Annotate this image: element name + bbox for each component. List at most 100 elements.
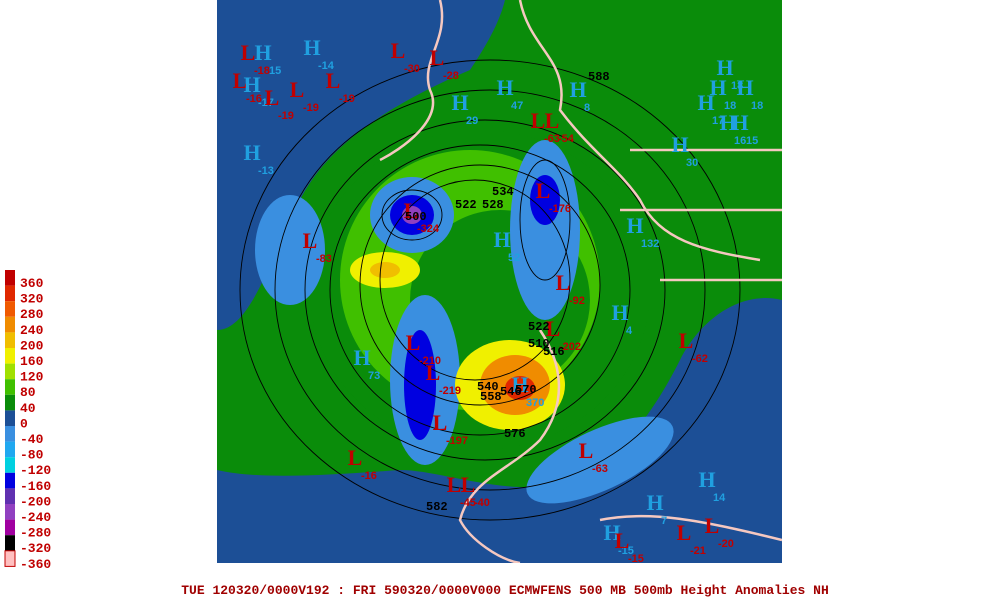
pressure-symbol: H [303, 35, 320, 60]
anomaly-value: 15 [269, 65, 281, 77]
map-shape [510, 140, 580, 320]
anomaly-value: 18 [731, 80, 743, 92]
pressure-symbol: L [679, 328, 694, 353]
anomaly-value: 30 [686, 157, 698, 169]
pressure-symbol: L [545, 108, 560, 133]
contour-label: 516 [543, 345, 565, 359]
pressure-symbol: H [511, 372, 528, 397]
anomaly-value: 8 [584, 102, 590, 114]
pressure-symbol: L [556, 270, 571, 295]
pressure-symbol: H [709, 75, 726, 100]
map-shape [381, 189, 443, 241]
legend-swatch [4, 550, 16, 567]
contour-label: 534 [492, 185, 514, 199]
anomaly-value: -19 [278, 110, 294, 122]
anomaly-value: 18 [751, 100, 763, 112]
map-shape [304, 119, 666, 461]
anomaly-value: -219 [439, 385, 461, 397]
map-shape [519, 159, 571, 281]
map-shape [329, 144, 631, 436]
contour-label: 558 [480, 390, 502, 404]
pressure-symbol: H [736, 75, 753, 100]
legend-swatch [5, 394, 15, 411]
anomaly-value: -324 [417, 223, 440, 235]
anomaly-value: -62 [692, 353, 708, 365]
pressure-symbol: L [677, 520, 692, 545]
legend-swatch [5, 504, 15, 520]
contour-label: 540 [477, 380, 499, 394]
anomaly-value: -63 [544, 133, 560, 145]
anomaly-value: -30 [404, 63, 420, 75]
anomaly-value: 15 [746, 135, 758, 147]
legend-label: 320 [20, 292, 44, 307]
map-shape [530, 175, 560, 225]
legend-label: -240 [20, 510, 51, 525]
anomaly-value: -21 [690, 545, 706, 557]
legend-label: -120 [20, 463, 51, 478]
anomaly-value: 52 [508, 252, 520, 264]
legend-swatch [5, 426, 15, 442]
pressure-symbol: H [611, 300, 628, 325]
legend-label: 160 [20, 354, 44, 369]
anomaly-value: 47 [511, 100, 523, 112]
pressure-symbol: H [603, 520, 620, 545]
legend-label: 40 [20, 401, 36, 416]
map-shape [458, 329, 561, 563]
map-shape [359, 164, 601, 406]
anomaly-value: 16 [734, 135, 746, 147]
legend: 36032028024020016012080400-40-80-120-160… [4, 270, 51, 572]
anomaly-value: -18 [254, 65, 270, 77]
pressure-symbol: L [391, 38, 406, 63]
pressure-symbol: H [719, 110, 736, 135]
pressure-symbol: H [698, 467, 715, 492]
legend-swatch [5, 457, 15, 473]
pressure-symbol: H [569, 77, 586, 102]
anomaly-value: -13 [258, 165, 274, 177]
legend-label: 280 [20, 307, 44, 322]
anomaly-value: 4 [626, 325, 633, 337]
pressure-symbol: L [536, 178, 551, 203]
legend-label: 200 [20, 338, 44, 353]
pressure-symbol: L [461, 472, 476, 497]
pressure-symbol: L [326, 68, 341, 93]
contour-label: 546 [500, 385, 522, 399]
map-shape [255, 195, 325, 305]
pressure-symbol: L [433, 410, 448, 435]
contour-label: 528 [482, 198, 504, 212]
pressure-symbol: H [646, 490, 663, 515]
anomaly-value: -19 [339, 93, 355, 105]
pressure-symbol: H [254, 40, 271, 65]
pressure-symbol: H [243, 140, 260, 165]
legend-label: -280 [20, 526, 51, 541]
pressure-symbol: H [697, 90, 714, 115]
contour-label: 510 [528, 337, 550, 351]
anomaly-value: -40 [474, 497, 490, 509]
legend-swatch [5, 348, 15, 364]
map-shape [239, 59, 741, 521]
pressure-symbol: H [243, 72, 260, 97]
legend-label: 80 [20, 385, 36, 400]
legend-swatch [5, 332, 15, 348]
legend-swatch [5, 316, 15, 333]
anomaly-value: 17 [712, 115, 724, 127]
legend-label: 0 [20, 416, 28, 431]
pressure-symbol: H [493, 227, 510, 252]
pressure-symbol: L [447, 472, 462, 497]
legend-swatch [5, 270, 15, 286]
legend-label: -360 [20, 557, 51, 572]
legend-swatch [5, 363, 15, 380]
anomaly-value: 7 [661, 515, 667, 527]
map-shape [370, 262, 400, 278]
pressure-symbol: L [531, 108, 546, 133]
anomaly-value: 29 [466, 115, 478, 127]
legend-label: 120 [20, 370, 44, 385]
map-shape [379, 179, 571, 381]
pressure-symbol: L [430, 45, 445, 70]
pressure-symbol: L [303, 228, 318, 253]
map-shape [379, 0, 782, 563]
pressure-symbol: H [716, 55, 733, 80]
pressure-symbol: L [348, 445, 363, 470]
